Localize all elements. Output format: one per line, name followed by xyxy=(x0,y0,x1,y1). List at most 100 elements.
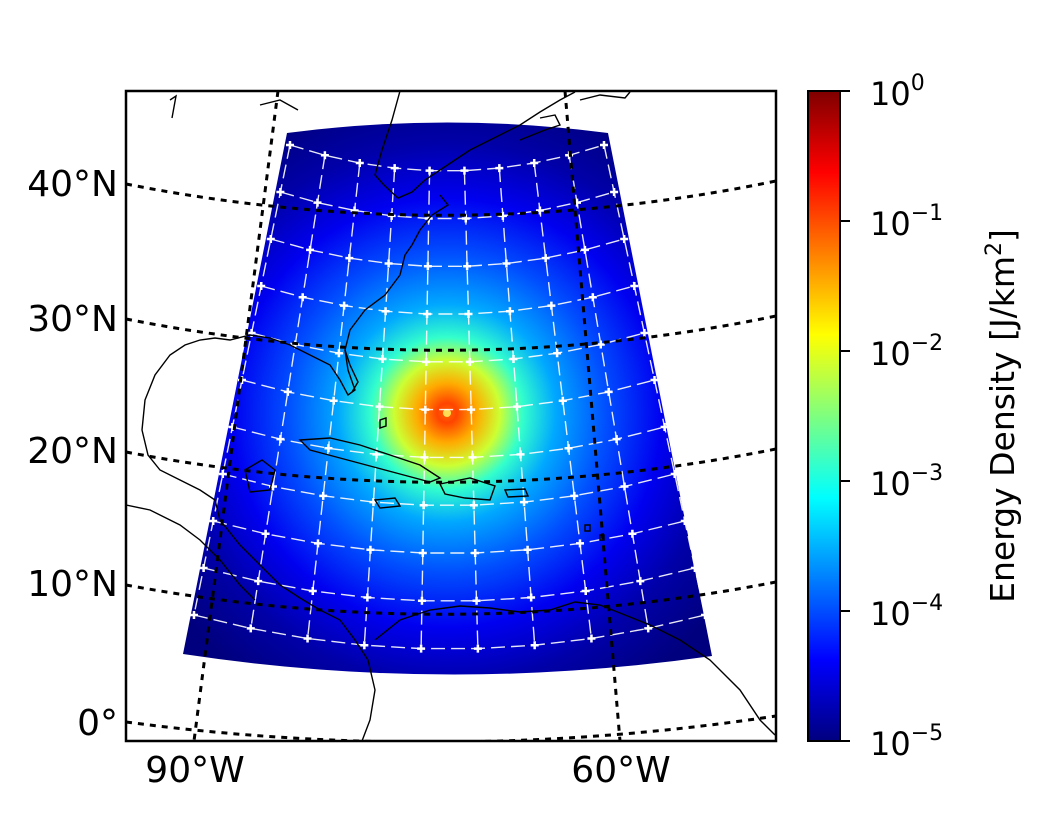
grid-marker xyxy=(523,545,532,554)
grid-marker xyxy=(620,482,629,491)
grid-marker xyxy=(254,577,263,586)
grid-marker xyxy=(509,354,518,363)
grid-marker xyxy=(505,307,514,316)
lat-label-40n: 40°N xyxy=(27,164,118,205)
grid-marker xyxy=(421,405,430,414)
grid-marker xyxy=(472,596,481,605)
grid-marker xyxy=(588,293,597,302)
grid-marker xyxy=(581,586,590,595)
grid-marker xyxy=(570,491,579,500)
grid-marker xyxy=(390,164,399,173)
grid-marker xyxy=(298,293,307,302)
colorbar-tick-1e-2: 10−2 xyxy=(870,331,943,373)
parallel-30N xyxy=(126,314,776,352)
parallel-20N xyxy=(126,447,776,484)
grid-marker xyxy=(530,158,539,167)
colorbar-tick-1e-4: 10−4 xyxy=(870,591,943,633)
grid-marker xyxy=(372,450,381,459)
colorbar-gradient xyxy=(807,90,841,742)
grid-marker xyxy=(630,282,639,290)
grid-marker xyxy=(423,262,432,271)
grid-marker xyxy=(209,517,218,525)
grid-marker xyxy=(640,329,649,337)
lat-label-10n: 10°N xyxy=(27,564,118,605)
grid-marker xyxy=(261,529,270,538)
grid-marker xyxy=(340,301,349,310)
inner-grid-arc xyxy=(261,285,635,315)
grid-marker xyxy=(375,402,384,411)
parallel-40N xyxy=(126,179,776,217)
grid-marker xyxy=(345,254,354,263)
grid-marker xyxy=(276,435,285,444)
grid-marker xyxy=(513,402,521,411)
grid-marker xyxy=(610,188,619,196)
grid-marker xyxy=(366,545,375,554)
grid-marker xyxy=(303,634,312,643)
inner-grid-arc xyxy=(203,567,696,602)
grid-marker xyxy=(547,301,556,310)
grid-marker xyxy=(516,450,525,459)
colorbar: 100 10−1 10−2 10−3 10−4 10−5 Energy Dens… xyxy=(807,71,1022,763)
grid-marker xyxy=(690,564,699,572)
grid-marker xyxy=(680,517,689,525)
grid-marker xyxy=(334,349,343,358)
colorbar-ticks xyxy=(840,90,850,742)
grid-marker xyxy=(319,491,328,500)
grid-marker xyxy=(587,634,596,643)
colorbar-tick-1e-3: 10−3 xyxy=(870,461,943,503)
grid-marker xyxy=(670,470,679,478)
inner-grid-markers xyxy=(190,141,709,653)
inner-grid-arc xyxy=(251,332,645,363)
grid-marker xyxy=(564,444,573,453)
map-axes xyxy=(126,91,776,741)
grid-marker xyxy=(423,310,432,319)
colorbar-tick-1e-5: 10−5 xyxy=(870,721,943,763)
grid-marker xyxy=(612,435,621,444)
lon-label-60w: 60°W xyxy=(571,750,670,791)
grid-marker xyxy=(286,141,294,149)
grid-marker xyxy=(417,644,426,653)
colorbar-tick-1e-1: 10−1 xyxy=(870,201,943,243)
grid-marker xyxy=(660,423,669,431)
grid-marker xyxy=(320,151,329,160)
energy-density-field xyxy=(183,122,712,675)
grid-marker xyxy=(520,498,529,507)
grid-marker xyxy=(276,188,285,196)
grid-marker xyxy=(701,611,709,619)
grid-marker xyxy=(422,357,431,366)
lon-label-90w: 90°W xyxy=(145,750,244,791)
grid-marker xyxy=(576,539,584,548)
grid-marker xyxy=(419,501,428,510)
grid-marker xyxy=(558,396,567,405)
grid-marker xyxy=(628,529,637,538)
grid-marker xyxy=(527,593,536,602)
grid-marker xyxy=(313,198,322,207)
grid-marker xyxy=(469,501,478,510)
grid-marker xyxy=(535,206,544,215)
grid-marker xyxy=(418,549,427,557)
inner-grid-arc xyxy=(193,614,706,650)
grid-marker xyxy=(553,349,562,358)
colorbar-title: Energy Density [J/km2] xyxy=(982,229,1022,603)
grid-marker xyxy=(199,564,208,572)
map-frame xyxy=(124,89,778,743)
grid-marker xyxy=(604,387,613,396)
grid-marker xyxy=(425,166,434,175)
grid-marker xyxy=(355,158,364,167)
grid-marker xyxy=(420,453,429,462)
grid-marker xyxy=(620,235,629,243)
grid-marker xyxy=(308,586,317,595)
grid-marker xyxy=(464,310,473,319)
grid-marker xyxy=(460,166,469,175)
grid-marker xyxy=(363,593,372,602)
grid-marker xyxy=(530,641,539,650)
grid-marker xyxy=(467,405,476,414)
grid-marker xyxy=(636,577,645,586)
latitude-labels: 40°N 30°N 20°N 10°N 0° xyxy=(27,164,118,744)
lat-label-20n: 20°N xyxy=(27,431,118,472)
inner-grid-arc xyxy=(280,191,615,220)
grid-marker xyxy=(360,641,369,650)
grid-marker xyxy=(644,624,653,633)
inner-grid-arc xyxy=(213,520,685,554)
